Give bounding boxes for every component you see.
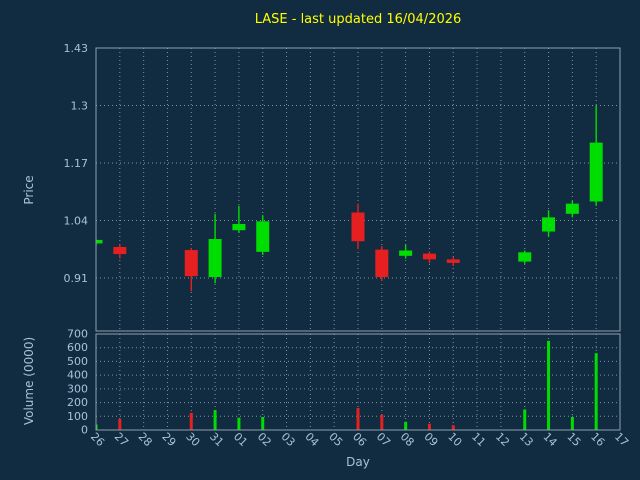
day-tick-label: 01 [231,430,250,449]
price-tick-label: 0.91 [64,272,89,285]
volume-bar [261,416,265,430]
day-tick-label: 03 [279,430,298,449]
day-tick-label: 26 [88,430,107,449]
day-tick-label: 29 [159,430,178,449]
candle-body [351,212,365,242]
volume-tick-label: 400 [67,369,88,382]
day-tick-label: 08 [398,430,417,449]
volume-bar [356,408,360,430]
volume-bar [380,414,384,430]
candle-body [589,142,603,202]
price-tick-label: 1.17 [64,157,89,170]
volume-tick-label: 600 [67,341,88,354]
day-tick-label: 09 [421,430,440,449]
day-tick-label: 05 [326,430,345,449]
candle-body [113,246,127,255]
volume-bar [404,421,408,430]
volume-bar [427,423,431,430]
volume-tick-label: 0 [81,424,88,437]
day-tick-label: 17 [612,430,631,449]
candle-body [399,250,413,256]
day-tick-label: 31 [207,430,226,449]
volume-bar [594,353,598,430]
day-tick-label: 16 [588,430,607,449]
volume-tick-label: 100 [67,410,88,423]
volume-tick-label: 200 [67,396,88,409]
volume-bar [451,425,455,430]
day-tick-label: 11 [469,430,488,449]
candle-body [375,249,389,278]
volume-tick-label: 700 [67,328,88,341]
day-tick-label: 04 [302,430,321,449]
candle-body [542,217,556,232]
volume-bars-layer [96,340,598,430]
volume-bar [523,409,527,430]
price-tick-label: 1.3 [71,99,89,112]
volume-bar [237,417,241,430]
chart-title: LASE - last updated 16/04/2026 [254,12,462,27]
candle-body [184,250,198,277]
volume-tick-label: 300 [67,382,88,395]
candle-body [208,239,222,278]
volume-bar [570,416,574,430]
day-tick-label: 02 [255,430,274,449]
volume-tick-label: 500 [67,355,88,368]
volume-bar [547,340,551,430]
price-tick-label: 1.43 [64,42,89,55]
day-tick-label: 10 [445,430,464,449]
volume-bar [189,412,193,430]
candle-body [96,239,103,244]
day-tick-label: 12 [493,430,512,449]
volume-panel-border [95,333,621,431]
candle-body [565,203,579,214]
day-tick-label: 27 [112,430,131,449]
candle-body [446,259,460,263]
day-tick-label: 07 [374,430,393,449]
candle-body [422,253,436,260]
volume-bar [96,424,98,430]
candles-layer [96,105,603,292]
price-tick-label: 1.04 [64,214,89,227]
day-tick-label: 14 [541,430,560,449]
day-tick-label: 15 [564,430,583,449]
day-tick-label: 06 [350,430,369,449]
day-tick-label: 30 [183,430,202,449]
price-panel-border [95,47,621,332]
candle-body [232,223,246,231]
volume-bar [213,410,217,430]
day-axis-label: Day [346,455,370,469]
volume-bar [118,419,122,430]
day-tick-label: 28 [136,430,155,449]
day-tick-label: 13 [517,430,536,449]
candle-body [518,252,532,262]
candle-body [256,221,270,252]
